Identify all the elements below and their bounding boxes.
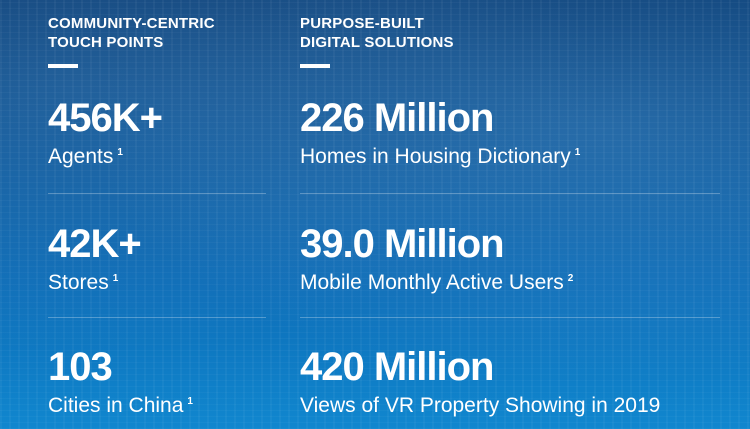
divider (300, 193, 720, 194)
stat-label-text: Cities in China (48, 394, 184, 417)
column-heading: COMMUNITY-CENTRIC TOUCH POINTS (48, 14, 215, 52)
footnote-marker: 1 (187, 396, 193, 407)
accent-bar (48, 64, 78, 68)
stat-label-text: Mobile Monthly Active Users (300, 271, 564, 294)
stat-vr-views: 420 Million Views of VR Property Showing… (300, 345, 720, 419)
stat-value: 39.0 Million (300, 222, 505, 266)
stat-label: Homes in Housing Dictionary 1 (300, 144, 720, 170)
stat-label: Views of VR Property Showing in 2019 (300, 393, 720, 419)
stat-value: 42K+ (48, 222, 142, 266)
heading-line-2: DIGITAL SOLUTIONS (300, 34, 454, 51)
divider (300, 317, 720, 318)
stat-cities: 103 Cities in China 1 (48, 345, 266, 419)
stat-label: Stores 1 (48, 270, 266, 296)
footnote-marker: 2 (567, 273, 574, 284)
heading-line-1: PURPOSE-BUILT (300, 15, 424, 32)
footnote-marker: 1 (574, 147, 581, 158)
divider (48, 317, 266, 318)
stat-mobile-users: 39.0 Million Mobile Monthly Active Users… (300, 222, 720, 296)
stat-value: 226 Million (300, 96, 495, 140)
stat-value: 456K+ (48, 96, 163, 140)
column-heading: PURPOSE-BUILT DIGITAL SOLUTIONS (300, 14, 454, 52)
stat-label-text: Views of VR Property Showing in 2019 (300, 394, 661, 417)
stat-label: Agents 1 (48, 144, 266, 170)
stat-value: 420 Million (300, 345, 495, 389)
stat-value: 103 (48, 345, 113, 389)
stat-label: Mobile Monthly Active Users 2 (300, 270, 720, 296)
divider (48, 193, 266, 194)
stat-agents: 456K+ Agents 1 (48, 96, 266, 170)
stat-homes: 226 Million Homes in Housing Dictionary 1 (300, 96, 720, 170)
stat-label: Cities in China 1 (48, 393, 266, 419)
heading-line-2: TOUCH POINTS (48, 34, 164, 51)
heading-line-1: COMMUNITY-CENTRIC (48, 15, 215, 32)
stat-label-text: Agents (48, 145, 114, 168)
stat-stores: 42K+ Stores 1 (48, 222, 266, 296)
stat-label-text: Stores (48, 271, 109, 294)
accent-bar (300, 64, 330, 68)
footnote-marker: 1 (117, 147, 123, 158)
stat-label-text: Homes in Housing Dictionary (300, 145, 571, 168)
footnote-marker: 1 (112, 273, 119, 284)
